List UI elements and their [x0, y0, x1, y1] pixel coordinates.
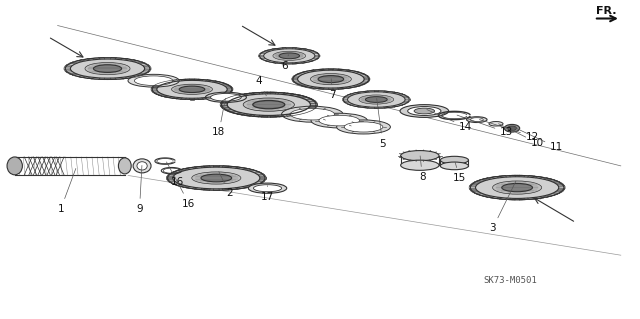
Ellipse shape: [401, 160, 439, 170]
Ellipse shape: [470, 118, 483, 122]
Ellipse shape: [282, 106, 343, 122]
Ellipse shape: [489, 122, 503, 126]
Ellipse shape: [440, 156, 468, 164]
Ellipse shape: [134, 76, 173, 85]
Ellipse shape: [508, 126, 516, 130]
Ellipse shape: [290, 108, 335, 120]
Ellipse shape: [253, 185, 282, 192]
Text: SK73-M0501: SK73-M0501: [483, 276, 537, 285]
Text: 15: 15: [453, 162, 466, 183]
Ellipse shape: [273, 51, 306, 60]
Ellipse shape: [319, 115, 360, 126]
Ellipse shape: [118, 158, 131, 174]
Ellipse shape: [248, 183, 287, 193]
Ellipse shape: [502, 183, 532, 192]
Ellipse shape: [310, 73, 351, 85]
Ellipse shape: [168, 166, 265, 190]
Text: 13: 13: [457, 115, 513, 137]
Text: 12: 12: [479, 120, 539, 142]
Text: 10: 10: [499, 124, 544, 148]
Ellipse shape: [470, 175, 564, 200]
Text: 16: 16: [166, 162, 184, 188]
Ellipse shape: [221, 93, 316, 117]
Ellipse shape: [243, 98, 294, 111]
Ellipse shape: [467, 117, 487, 122]
Text: 4: 4: [256, 76, 266, 96]
Ellipse shape: [205, 92, 246, 102]
Ellipse shape: [440, 162, 468, 170]
Ellipse shape: [344, 122, 383, 132]
Ellipse shape: [201, 174, 232, 182]
Ellipse shape: [152, 79, 232, 100]
Ellipse shape: [133, 159, 151, 173]
Ellipse shape: [365, 97, 387, 102]
Ellipse shape: [192, 172, 241, 184]
Text: 9: 9: [136, 166, 143, 214]
Ellipse shape: [293, 69, 369, 89]
Ellipse shape: [179, 86, 205, 93]
Ellipse shape: [137, 162, 147, 170]
Text: 5: 5: [377, 99, 386, 149]
Text: 3: 3: [490, 181, 516, 233]
Text: 7: 7: [330, 79, 336, 100]
Text: FR.: FR.: [596, 6, 617, 16]
Ellipse shape: [337, 120, 390, 134]
Text: 1: 1: [58, 168, 76, 214]
Ellipse shape: [253, 100, 285, 109]
Ellipse shape: [172, 84, 212, 94]
Text: 14: 14: [427, 110, 472, 132]
Text: 8: 8: [419, 156, 426, 182]
Text: 11: 11: [515, 128, 563, 152]
Ellipse shape: [65, 58, 150, 79]
Ellipse shape: [504, 124, 520, 132]
Ellipse shape: [408, 107, 441, 115]
Ellipse shape: [211, 93, 241, 101]
Ellipse shape: [493, 181, 541, 194]
Text: 6: 6: [282, 55, 289, 71]
Ellipse shape: [318, 76, 344, 83]
Ellipse shape: [414, 108, 435, 114]
Ellipse shape: [344, 91, 409, 108]
Ellipse shape: [93, 65, 122, 72]
Ellipse shape: [279, 53, 300, 59]
Ellipse shape: [400, 105, 449, 117]
Ellipse shape: [359, 95, 394, 104]
Ellipse shape: [260, 48, 319, 64]
Ellipse shape: [85, 63, 130, 75]
Ellipse shape: [311, 113, 367, 128]
Text: 16: 16: [173, 173, 195, 209]
Ellipse shape: [401, 151, 439, 161]
Text: 17: 17: [261, 186, 274, 202]
Text: 2: 2: [219, 172, 232, 198]
Text: 18: 18: [212, 99, 225, 137]
Ellipse shape: [7, 157, 22, 175]
Ellipse shape: [128, 74, 179, 87]
